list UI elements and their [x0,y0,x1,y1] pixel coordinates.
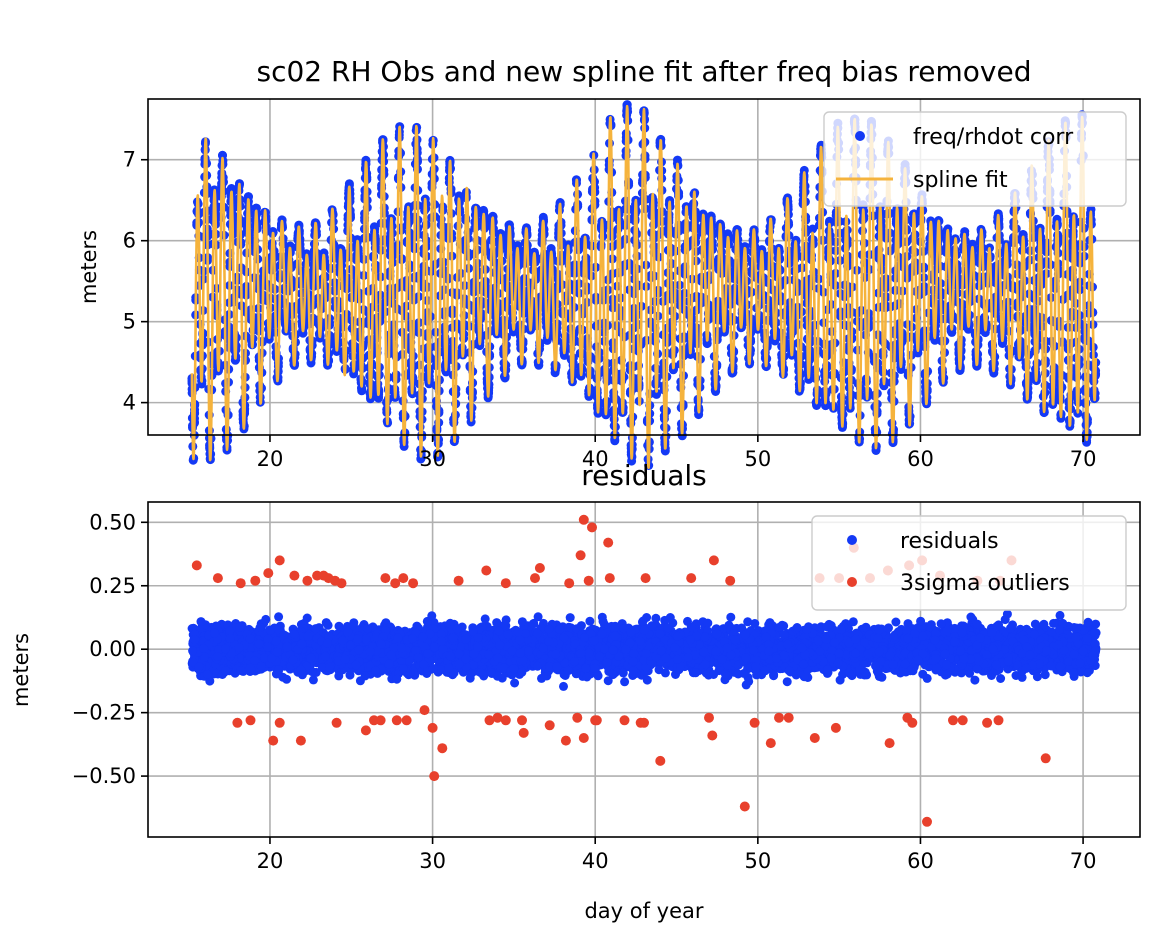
x-tick-label: 20 [257,447,284,471]
residual-point [891,617,901,627]
y-tick-label: 4 [123,391,136,415]
legend-spline-label: spline fit [913,168,1008,193]
x-tick-label: 60 [907,447,934,471]
legend-obs-marker [855,131,865,141]
y-tick-label: 6 [123,229,136,253]
x-tick-label: 50 [744,447,771,471]
top-legend: freq/rhdot corr spline fit [823,111,1127,207]
y-tick-label: 7 [123,148,136,172]
x-tick-label: 70 [1070,447,1097,471]
legend-obs-label: freq/rhdot corr [913,125,1074,150]
top-data-layer [187,100,1101,470]
residual-points [187,609,1101,691]
top-ylabel: meters [77,230,101,304]
residuals-panel: 20 30 40 50 60 700.500.250.00−0.25−0.50 resid… [9,459,1141,923]
top-chart-title: sc02 RH Obs and new spline fit after fre… [257,55,1032,88]
x-tick-label: 30 [419,447,446,471]
y-tick-label: 5 [123,310,136,334]
